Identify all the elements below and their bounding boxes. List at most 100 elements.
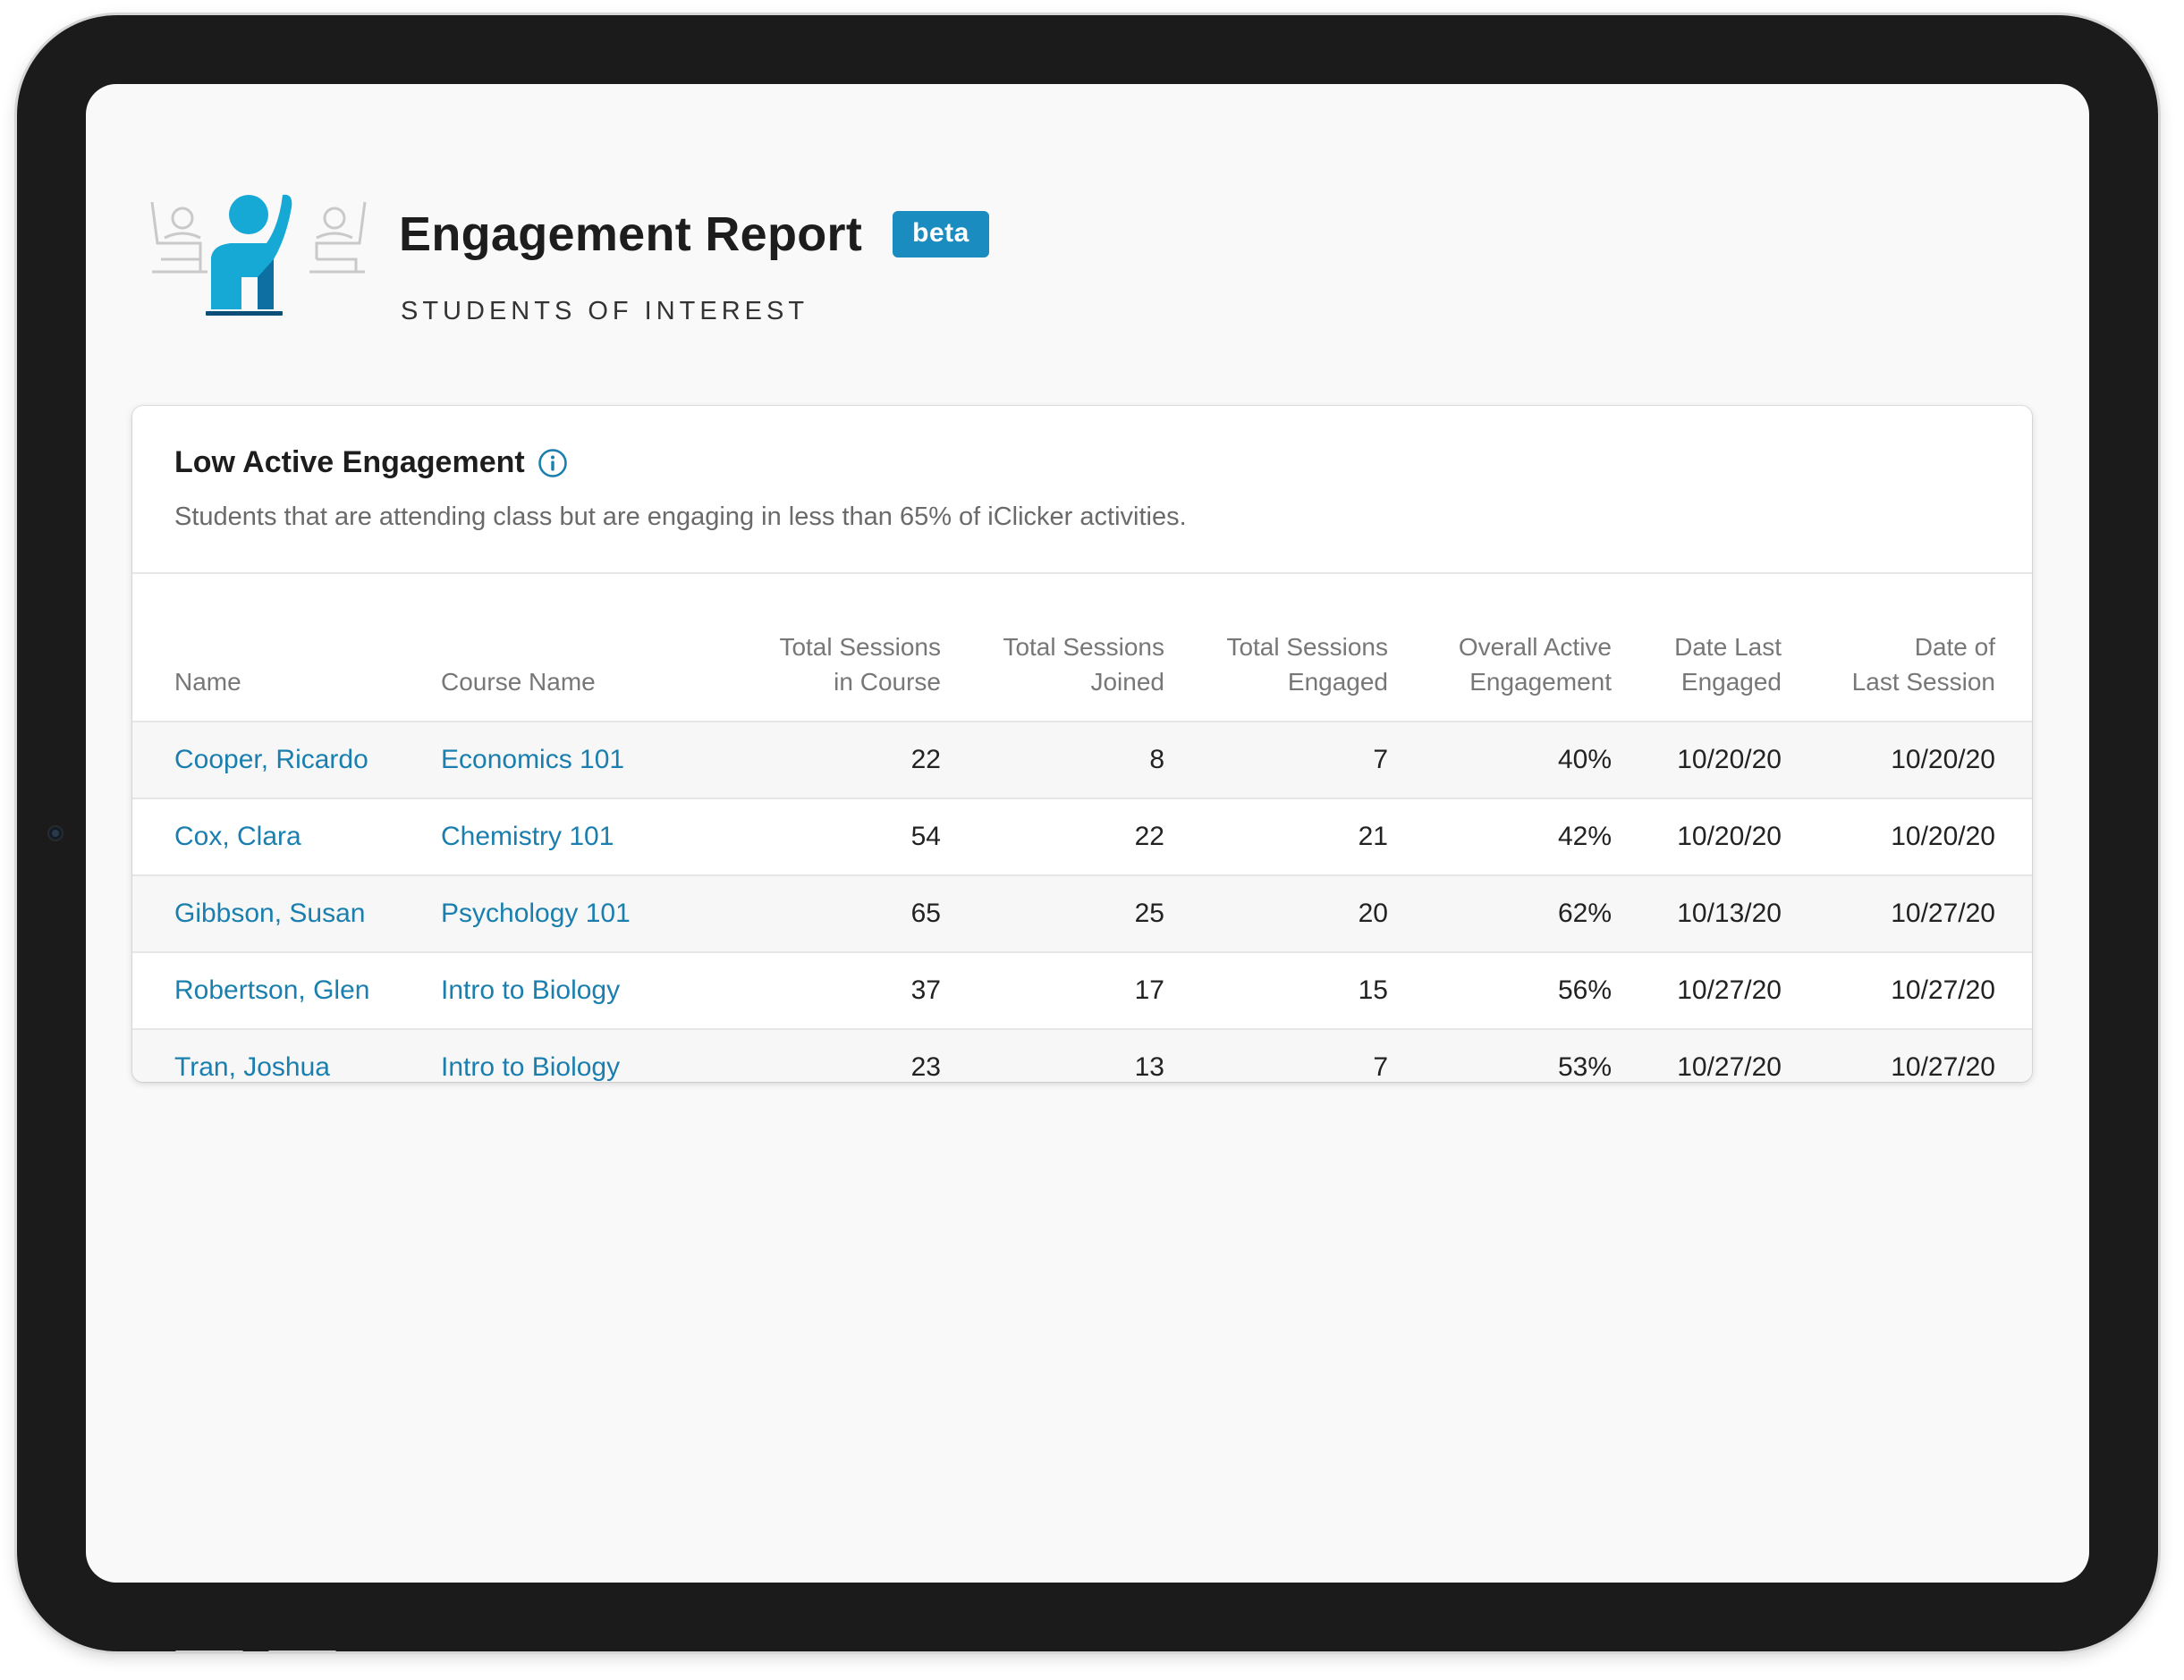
low-engagement-card: Low Active Engagement Students that are … bbox=[132, 406, 2032, 1082]
total-sessions-cell: 65 bbox=[910, 899, 941, 928]
course-name-link[interactable]: Chemistry 101 bbox=[441, 822, 614, 851]
date-last-engaged-cell: 10/27/20 bbox=[1635, 952, 1805, 1030]
overall-engagement-cell: 56% bbox=[1411, 952, 1635, 1030]
date-last-session-cell: 10/20/20 bbox=[1805, 798, 2032, 876]
table-header-row: Name Course Name Total Sessions in Course… bbox=[132, 574, 2032, 722]
overall-engagement-cell: 40% bbox=[1411, 722, 1635, 799]
card-title: Low Active Engagement bbox=[174, 445, 525, 479]
course-name-cell: Psychology 101 bbox=[441, 875, 745, 953]
student-name-link[interactable]: Tran, Joshua bbox=[174, 1052, 330, 1082]
total-sessions-cell: 65 bbox=[745, 875, 964, 953]
info-circle-icon[interactable] bbox=[538, 448, 568, 478]
header-total-sessions[interactable]: Total Sessions in Course bbox=[745, 574, 964, 722]
beta-badge: beta bbox=[893, 211, 989, 257]
card-title-row: Low Active Engagement bbox=[174, 445, 568, 480]
date-last-session-cell: 10/27/20 bbox=[1805, 952, 2032, 1030]
student-name-cell: Tran, Joshua bbox=[132, 1029, 441, 1082]
sessions-engaged-cell: 7 bbox=[1188, 722, 1411, 799]
header-course-name[interactable]: Course Name bbox=[441, 574, 745, 722]
sessions-engaged-cell: 15 bbox=[1188, 952, 1411, 1030]
course-name-link[interactable]: Economics 101 bbox=[441, 745, 625, 774]
tablet-side-buttons bbox=[175, 1650, 345, 1654]
sessions-joined-cell: 22 bbox=[1134, 822, 1164, 851]
overall-engagement-cell: 53% bbox=[1557, 1052, 1612, 1082]
date-last-engaged-cell: 10/13/20 bbox=[1677, 899, 1782, 928]
card-header: Low Active Engagement Students that are … bbox=[132, 406, 2032, 574]
card-description: Students that are attending class but ar… bbox=[174, 502, 1187, 531]
header-date-last-engaged[interactable]: Date Last Engaged bbox=[1635, 574, 1805, 722]
page-subtitle: STUDENTS OF INTEREST bbox=[401, 297, 809, 325]
student-name-link[interactable]: Cooper, Ricardo bbox=[174, 745, 368, 774]
overall-engagement-cell: 40% bbox=[1557, 745, 1612, 774]
total-sessions-cell: 22 bbox=[910, 745, 941, 774]
student-name-cell: Cooper, Ricardo bbox=[132, 722, 441, 799]
title-row: Engagement Report beta bbox=[399, 198, 989, 270]
student-name-link[interactable]: Gibbson, Susan bbox=[174, 899, 366, 928]
total-sessions-cell: 37 bbox=[910, 975, 941, 1005]
app-screen: Engagement Report beta STUDENTS OF INTER… bbox=[86, 84, 2089, 1583]
tablet-frame: Engagement Report beta STUDENTS OF INTER… bbox=[17, 15, 2158, 1651]
date-last-session-cell: 10/27/20 bbox=[1891, 975, 1995, 1005]
sessions-engaged-cell: 15 bbox=[1358, 975, 1388, 1005]
table-row[interactable]: Cooper, Ricardo Economics 101 22 8 7 40% 10/20… bbox=[132, 722, 2032, 799]
date-last-session-cell: 10/27/20 bbox=[1891, 899, 1995, 928]
overall-engagement-cell: 53% bbox=[1411, 1029, 1635, 1082]
sessions-joined-cell: 22 bbox=[964, 798, 1188, 876]
header-name[interactable]: Name bbox=[132, 574, 441, 722]
sessions-engaged-cell: 20 bbox=[1188, 875, 1411, 953]
sessions-joined-cell: 17 bbox=[964, 952, 1188, 1030]
sessions-engaged-cell: 21 bbox=[1188, 798, 1411, 876]
date-last-engaged-cell: 10/27/20 bbox=[1635, 1029, 1805, 1082]
total-sessions-cell: 54 bbox=[910, 822, 941, 851]
sessions-engaged-cell: 21 bbox=[1358, 822, 1388, 851]
overall-engagement-cell: 62% bbox=[1411, 875, 1635, 953]
page-title: Engagement Report bbox=[399, 207, 863, 261]
total-sessions-cell: 23 bbox=[745, 1029, 964, 1082]
overall-engagement-cell: 42% bbox=[1557, 822, 1612, 851]
date-last-engaged-cell: 10/27/20 bbox=[1677, 975, 1782, 1005]
course-name-cell: Intro to Biology bbox=[441, 1029, 745, 1082]
header-sessions-engaged[interactable]: Total Sessions Engaged bbox=[1188, 574, 1411, 722]
course-name-link[interactable]: Psychology 101 bbox=[441, 899, 631, 928]
table-row[interactable]: Cox, Clara Chemistry 101 54 22 21 42% 10/20/20… bbox=[132, 798, 2032, 876]
table-row[interactable]: Gibbson, Susan Psychology 101 65 25 20 62% 10/… bbox=[132, 875, 2032, 953]
header-sessions-joined[interactable]: Total Sessions Joined bbox=[964, 574, 1188, 722]
raised-hand-student-icon bbox=[150, 194, 367, 316]
date-last-session-cell: 10/27/20 bbox=[1805, 875, 2032, 953]
total-sessions-cell: 37 bbox=[745, 952, 964, 1030]
header-overall-engagement[interactable]: Overall Active Engagement bbox=[1411, 574, 1635, 722]
student-name-link[interactable]: Robertson, Glen bbox=[174, 975, 370, 1005]
date-last-session-cell: 10/27/20 bbox=[1805, 1029, 2032, 1082]
sessions-joined-cell: 8 bbox=[964, 722, 1188, 799]
sessions-engaged-cell: 20 bbox=[1358, 899, 1388, 928]
course-name-link[interactable]: Intro to Biology bbox=[441, 975, 621, 1005]
date-last-session-cell: 10/20/20 bbox=[1891, 822, 1995, 851]
header-date-last-session[interactable]: Date of Last Session bbox=[1805, 574, 2032, 722]
student-name-link[interactable]: Cox, Clara bbox=[174, 822, 301, 851]
total-sessions-cell: 22 bbox=[745, 722, 964, 799]
sessions-joined-cell: 13 bbox=[1134, 1052, 1164, 1082]
overall-engagement-cell: 62% bbox=[1557, 899, 1612, 928]
total-sessions-cell: 54 bbox=[745, 798, 964, 876]
camera-dot bbox=[49, 827, 62, 840]
overall-engagement-cell: 42% bbox=[1411, 798, 1635, 876]
sessions-joined-cell: 25 bbox=[964, 875, 1188, 953]
date-last-engaged-cell: 10/20/20 bbox=[1677, 745, 1782, 774]
course-name-link[interactable]: Intro to Biology bbox=[441, 1052, 621, 1082]
course-name-cell: Economics 101 bbox=[441, 722, 745, 799]
total-sessions-cell: 23 bbox=[910, 1052, 941, 1082]
date-last-engaged-cell: 10/20/20 bbox=[1635, 798, 1805, 876]
sessions-engaged-cell: 7 bbox=[1373, 1052, 1388, 1082]
sessions-joined-cell: 25 bbox=[1134, 899, 1164, 928]
date-last-session-cell: 10/27/20 bbox=[1891, 1052, 1995, 1082]
course-name-cell: Intro to Biology bbox=[441, 952, 745, 1030]
course-name-cell: Chemistry 101 bbox=[441, 798, 745, 876]
sessions-engaged-cell: 7 bbox=[1188, 1029, 1411, 1082]
date-last-engaged-cell: 10/13/20 bbox=[1635, 875, 1805, 953]
sessions-joined-cell: 13 bbox=[964, 1029, 1188, 1082]
overall-engagement-cell: 56% bbox=[1557, 975, 1612, 1005]
table-row[interactable]: Robertson, Glen Intro to Biology 37 17 15 56%… bbox=[132, 952, 2032, 1030]
date-last-engaged-cell: 10/27/20 bbox=[1677, 1052, 1782, 1082]
sessions-joined-cell: 17 bbox=[1134, 975, 1164, 1005]
table-row[interactable]: Tran, Joshua Intro to Biology 23 13 7 53% 10/2… bbox=[132, 1029, 2032, 1082]
